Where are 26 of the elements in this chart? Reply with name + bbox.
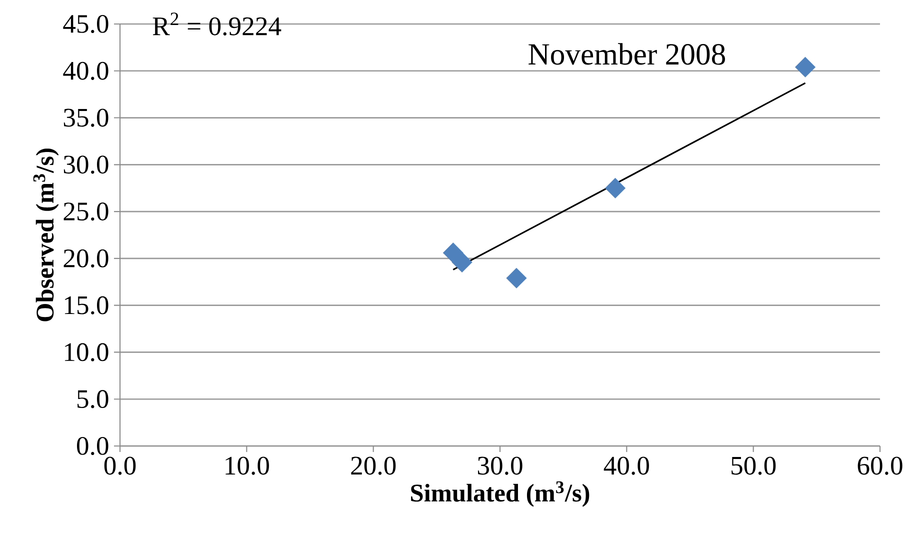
annotation: R$^{2}$ = 0.9224: [152, 12, 282, 36]
point: [452, 252, 472, 272]
x-tick-label: 20.0: [351, 456, 396, 475]
x-tick-label: 60.0: [858, 456, 902, 475]
x-axis-title: Simulated (m$^{3}$/s): [411, 481, 590, 507]
y-tick-label: 20.0: [64, 249, 108, 268]
point: [795, 56, 816, 78]
y-tick-label: 5.0: [78, 390, 108, 408]
y-tick-label: 35.0: [64, 108, 108, 127]
y-tick-label: 10.0: [64, 343, 108, 362]
x-tick-label: 40.0: [604, 456, 649, 475]
x-tick-label: 0.0: [104, 456, 136, 475]
y-tick-label: 0.0: [76, 436, 108, 456]
point: [506, 268, 527, 288]
point: [605, 178, 626, 198]
x-tick-label: 30.0: [478, 456, 522, 475]
y-tick-label: 30.0: [64, 156, 108, 174]
y-tick-label: 45.0: [63, 14, 108, 34]
y-tick-label: 25.0: [64, 202, 108, 221]
y-axis-title: Observed (m$^{3}$/s): [33, 148, 59, 322]
y-tick-label: 40.0: [63, 62, 108, 80]
point: [442, 242, 464, 263]
x-tick-label: 50.0: [732, 456, 776, 475]
chart-title: November 2008: [528, 43, 725, 65]
y-tick-label: 15.0: [64, 296, 108, 314]
x-tick-label: 10.0: [226, 456, 269, 475]
